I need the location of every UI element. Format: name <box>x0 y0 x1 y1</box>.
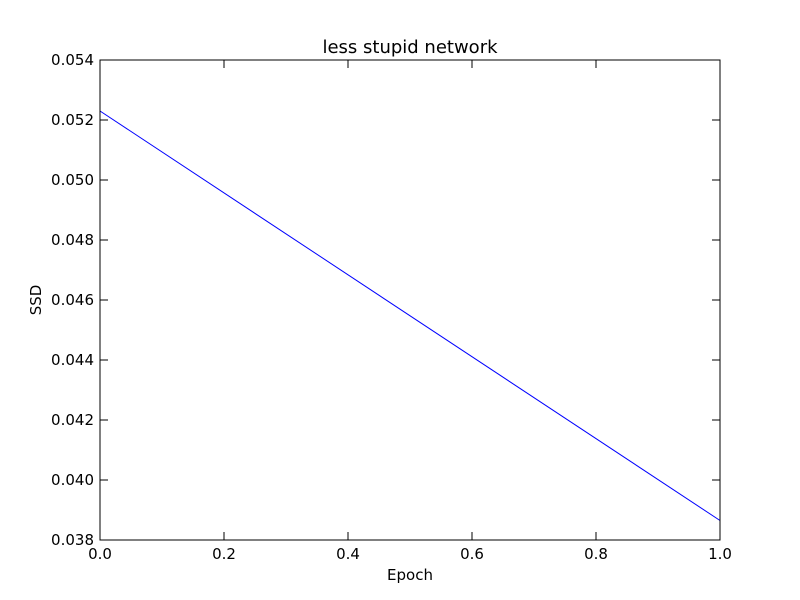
x-tick-label: 0.2 <box>212 545 236 563</box>
y-tick-label: 0.054 <box>51 51 94 69</box>
y-tick-label: 0.046 <box>51 291 94 309</box>
x-axis-label: Epoch <box>387 566 433 584</box>
chart-title: less stupid network <box>322 37 498 58</box>
y-tick-label: 0.052 <box>51 111 94 129</box>
y-tick-label: 0.050 <box>51 171 94 189</box>
y-tick-label: 0.048 <box>51 231 94 249</box>
plot-area <box>99 110 721 521</box>
series-line-0 <box>99 110 721 521</box>
y-tick-label: 0.038 <box>51 531 94 549</box>
y-tick-label: 0.042 <box>51 411 94 429</box>
y-axis-label: SSD <box>27 285 45 316</box>
y-tick-label: 0.040 <box>51 471 94 489</box>
x-tick-label: 0.0 <box>88 545 112 563</box>
x-tick-label: 0.8 <box>584 545 608 563</box>
axis-ticks: 0.0 0.2 0.4 0.6 0.8 1.0 0.038 0.040 0.042 0.044 0.… <box>51 51 732 563</box>
x-tick-label: 0.4 <box>336 545 360 563</box>
y-tick-label: 0.044 <box>51 351 94 369</box>
x-tick-label: 0.6 <box>460 545 484 563</box>
x-tick-label: 1.0 <box>708 545 732 563</box>
